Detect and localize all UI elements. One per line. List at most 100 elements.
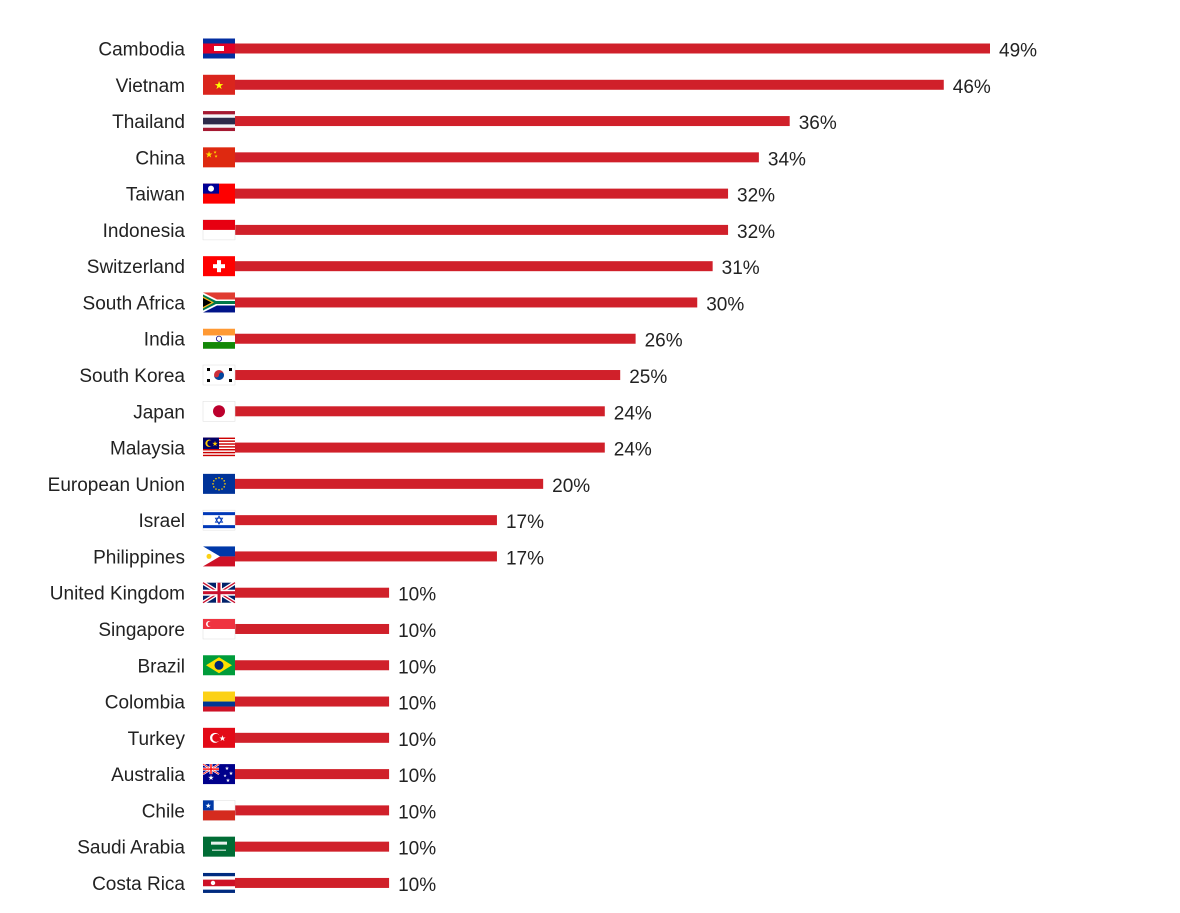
australia-flag-icon: ★★★★★ [202,763,235,785]
category-label: Japan [133,402,185,423]
chart-row-costa-rica: Costa Rica 10% [92,872,436,896]
bar [235,116,790,127]
india-flag-icon [203,328,235,349]
chart-row-brazil: Brazil 10% [137,655,436,678]
bar [235,406,605,417]
switzerland-flag-icon [203,256,235,277]
united-kingdom-flag-icon [201,581,237,605]
category-label: Chile [142,801,185,822]
value-label: 10% [398,621,436,642]
svg-text:★: ★ [208,774,214,782]
value-label: 10% [398,694,436,715]
svg-text:★: ★ [205,149,213,159]
svg-text:★: ★ [214,80,224,92]
chart-row-malaysia: Malaysia ★ 24% [110,437,652,461]
bar [235,188,729,199]
value-label: 49% [999,41,1037,62]
svg-text:★: ★ [225,766,230,772]
chart-row-australia: Australia ★★★★★ 10% [111,763,436,787]
chart-row-south-korea: South Korea 25% [79,364,667,388]
value-label: 24% [614,440,652,461]
south-africa-flag-icon [203,292,235,313]
bar [235,224,729,235]
category-label: India [144,330,186,351]
value-label: 32% [737,222,775,243]
value-label: 10% [398,839,436,860]
chart-row-switzerland: Switzerland 31% [87,256,760,279]
bar [235,43,990,54]
category-label: European Union [48,475,185,496]
value-label: 32% [737,186,775,207]
chart-row-japan: Japan 24% [133,401,652,424]
colombia-flag-icon [203,691,235,712]
category-label: South Korea [79,366,185,387]
category-label: Turkey [128,729,186,750]
chart-row-thailand: Thailand 36% [112,111,837,134]
value-label: 36% [799,113,837,134]
category-label: Colombia [105,693,186,714]
category-label: Taiwan [126,185,185,206]
chart-row-turkey: Turkey ★ 10% [128,727,436,751]
chart-row-indonesia: Indonesia 32% [103,219,775,243]
value-label: 10% [398,585,436,606]
bar [235,732,390,743]
value-label: 25% [629,367,667,388]
bar [235,515,497,526]
chart-row-israel: Israel 17% [139,509,544,533]
value-label: 34% [768,149,806,170]
bar [235,551,497,562]
value-label: 30% [706,294,744,315]
bar [235,841,390,852]
value-label: 17% [506,548,544,569]
thailand-flag-icon [203,111,235,132]
bar [235,623,390,634]
svg-text:★: ★ [212,440,218,448]
chart-row-european-union: European Union 20% [48,473,590,497]
category-label: South Africa [83,293,186,314]
svg-text:★: ★ [226,778,231,784]
category-label: China [135,148,185,169]
value-label: 10% [398,730,436,751]
bar [235,660,390,671]
value-label: 46% [953,77,991,98]
svg-text:★: ★ [219,734,226,743]
saudi-arabia-flag-icon [203,836,235,857]
brazil-flag-icon [203,655,235,676]
category-label: Switzerland [87,257,185,278]
israel-flag-icon [202,509,236,531]
category-label: Philippines [93,547,185,568]
chart-row-saudi-arabia: Saudi Arabia 10% [77,836,436,860]
category-label: Thailand [112,112,185,133]
turkey-flag-icon: ★ [203,727,235,748]
chart-row-india: India 26% [144,328,683,352]
bar [235,152,759,163]
category-label: Cambodia [98,40,185,61]
chart-row-south-africa: South Africa 30% [83,292,744,315]
chart-row-china: China ★ ★★ 34% [135,147,806,170]
category-label: United Kingdom [50,584,185,605]
svg-text:★: ★ [214,153,218,158]
chart-row-cambodia: Cambodia 49% [98,38,1037,62]
costa-rica-flag-icon [203,872,235,893]
category-label: Singapore [98,620,185,641]
taiwan-flag-icon [203,183,235,204]
value-label: 10% [398,802,436,823]
chart-row-united-kingdom: United Kingdom 10% [50,581,436,606]
china-flag-icon: ★ ★★ [203,147,235,168]
bar [235,587,390,598]
value-label: 24% [614,403,652,424]
category-label: Saudi Arabia [77,838,185,859]
bar [235,805,390,816]
category-label: Indonesia [103,221,186,242]
svg-text:★: ★ [213,149,217,154]
chart-row-philippines: Philippines 17% [93,546,544,569]
value-label: 26% [645,331,683,352]
svg-text:★: ★ [205,802,211,810]
category-label: Australia [111,765,185,786]
bar [235,297,698,308]
bar [235,769,390,780]
category-label: Malaysia [110,439,185,460]
bar [235,696,390,707]
philippines-flag-icon [203,546,235,567]
chart-row-chile: Chile ★ 10% [142,800,436,823]
